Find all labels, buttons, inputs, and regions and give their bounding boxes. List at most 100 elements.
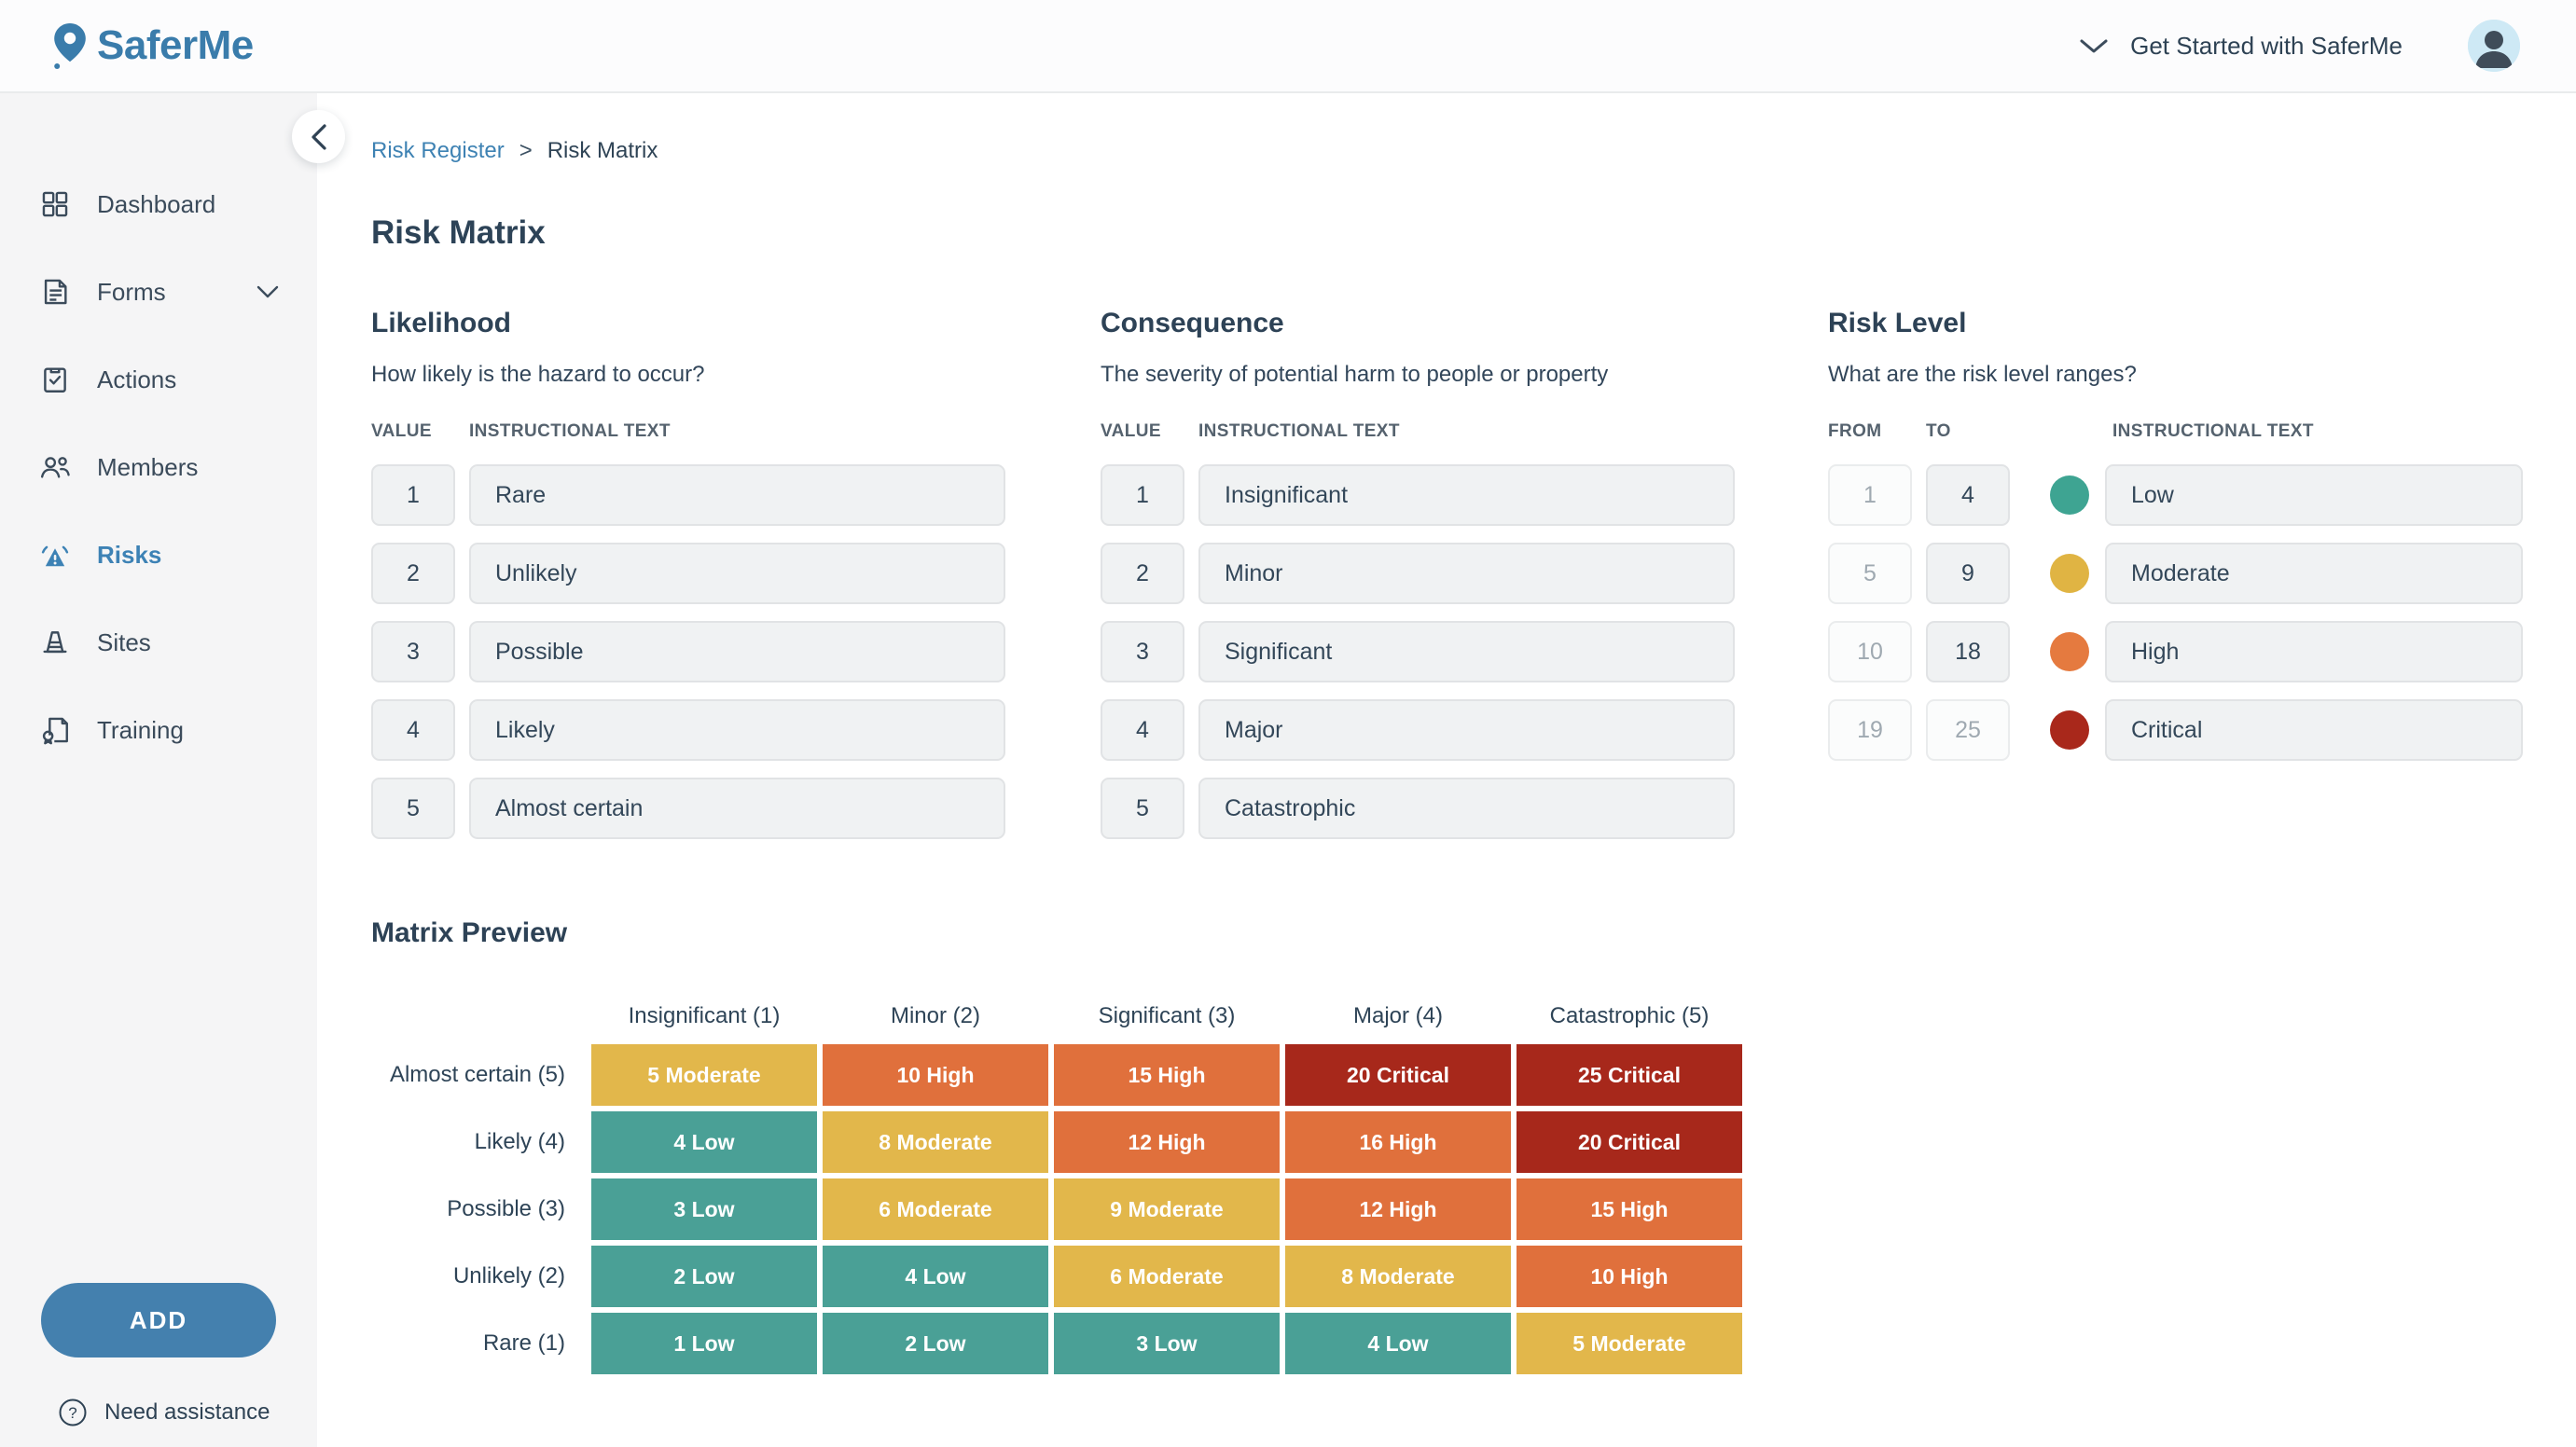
consequence-row: 4 Major <box>1101 699 1735 761</box>
instructional-text-column-header: INSTRUCTIONAL TEXT <box>1198 421 1400 441</box>
consequence-value-input[interactable]: 1 <box>1101 464 1184 526</box>
likelihood-value-input[interactable]: 4 <box>371 699 455 761</box>
question-circle-icon: ? <box>58 1398 88 1427</box>
sites-icon <box>37 625 73 660</box>
get-started-dropdown[interactable]: Get Started with SaferMe <box>2078 32 2403 61</box>
saferme-logo[interactable]: SaferMe <box>48 21 254 70</box>
sidebar-item-forms[interactable]: Forms <box>0 248 317 336</box>
matrix-preview-table: Insignificant (1) Minor (2) Significant … <box>371 994 1742 1374</box>
likelihood-text-input[interactable]: Likely <box>469 699 1005 761</box>
consequence-text-input[interactable]: Major <box>1198 699 1735 761</box>
sidebar-item-actions[interactable]: Actions <box>0 336 317 423</box>
dashboard-icon <box>37 186 73 222</box>
sidebar-item-training[interactable]: Training <box>0 686 317 774</box>
consequence-row: 5 Catastrophic <box>1101 778 1735 839</box>
map-pin-icon <box>48 21 91 70</box>
matrix-cell: 9 Moderate <box>1054 1178 1280 1240</box>
risk-level-text-input[interactable]: Moderate <box>2105 543 2523 604</box>
members-icon <box>37 449 73 485</box>
consequence-text-input[interactable]: Catastrophic <box>1198 778 1735 839</box>
likelihood-row: 3 Possible <box>371 621 1005 682</box>
matrix-row-label: Unlikely (2) <box>452 1263 565 1289</box>
matrix-cell: 15 High <box>1517 1178 1742 1240</box>
need-assistance-link[interactable]: ? Need assistance <box>58 1397 270 1428</box>
risk-level-color-dot <box>2050 475 2089 515</box>
risk-level-text-input[interactable]: Critical <box>2105 699 2523 761</box>
breadcrumb-current: Risk Matrix <box>547 138 658 163</box>
training-icon <box>37 712 73 748</box>
matrix-cell: 12 High <box>1054 1111 1280 1173</box>
sidebar-item-label: Training <box>97 715 184 744</box>
risk-from-input: 10 <box>1828 621 1912 682</box>
matrix-row-label: Almost certain (5) <box>389 1062 565 1087</box>
instructional-text-column-header: INSTRUCTIONAL TEXT <box>2112 421 2314 441</box>
risk-to-input: 25 <box>1926 699 2010 761</box>
likelihood-value-input[interactable]: 2 <box>371 543 455 604</box>
matrix-column-header: Significant (3) <box>1098 1003 1236 1028</box>
user-avatar[interactable] <box>2468 20 2520 72</box>
matrix-cell: 12 High <box>1285 1178 1511 1240</box>
risk-level-color-dot <box>2050 632 2089 671</box>
risk-level-text-input[interactable]: Low <box>2105 464 2523 526</box>
matrix-row-label: Likely (4) <box>474 1129 565 1154</box>
sidebar-item-sites[interactable]: Sites <box>0 599 317 686</box>
likelihood-row: 2 Unlikely <box>371 543 1005 604</box>
sidebar-collapse-button[interactable] <box>292 110 345 163</box>
likelihood-text-input[interactable]: Possible <box>469 621 1005 682</box>
sidebar-item-dashboard[interactable]: Dashboard <box>0 160 317 248</box>
likelihood-title: Likelihood <box>371 308 511 338</box>
matrix-preview-title: Matrix Preview <box>371 917 568 948</box>
consequence-value-input[interactable]: 3 <box>1101 621 1184 682</box>
consequence-text-input[interactable]: Minor <box>1198 543 1735 604</box>
get-started-label: Get Started with SaferMe <box>2130 31 2403 60</box>
matrix-cell: 2 Low <box>823 1313 1048 1374</box>
likelihood-row: 4 Likely <box>371 699 1005 761</box>
matrix-cell: 3 Low <box>591 1178 817 1240</box>
value-column-header: VALUE <box>371 421 432 441</box>
chevron-left-icon <box>309 123 329 151</box>
add-button[interactable]: ADD <box>41 1283 276 1357</box>
likelihood-subtitle: How likely is the hazard to occur? <box>371 362 705 387</box>
matrix-column-header: Catastrophic (5) <box>1549 1003 1710 1028</box>
consequence-text-input[interactable]: Insignificant <box>1198 464 1735 526</box>
likelihood-value-input[interactable]: 5 <box>371 778 455 839</box>
likelihood-section: Likelihood How likely is the hazard to o… <box>371 308 1005 856</box>
risk-level-color-dot <box>2050 710 2089 750</box>
matrix-column-header: Minor (2) <box>890 1003 980 1028</box>
consequence-row: 2 Minor <box>1101 543 1735 604</box>
matrix-cell: 5 Moderate <box>591 1044 817 1106</box>
likelihood-text-input[interactable]: Almost certain <box>469 778 1005 839</box>
risk-to-input[interactable]: 18 <box>1926 621 2010 682</box>
matrix-cell: 2 Low <box>591 1246 817 1307</box>
matrix-cell: 5 Moderate <box>1517 1313 1742 1374</box>
consequence-value-input[interactable]: 5 <box>1101 778 1184 839</box>
risk-to-input[interactable]: 9 <box>1926 543 2010 604</box>
likelihood-value-input[interactable]: 3 <box>371 621 455 682</box>
risk-to-input[interactable]: 4 <box>1926 464 2010 526</box>
likelihood-text-input[interactable]: Rare <box>469 464 1005 526</box>
consequence-value-input[interactable]: 2 <box>1101 543 1184 604</box>
breadcrumb-link-risk-register[interactable]: Risk Register <box>371 138 505 163</box>
likelihood-text-input[interactable]: Unlikely <box>469 543 1005 604</box>
risk-level-row: 19 25 Critical <box>1828 699 2523 761</box>
matrix-row-label: Possible (3) <box>447 1196 565 1221</box>
likelihood-value-input[interactable]: 1 <box>371 464 455 526</box>
sidebar-item-label: Members <box>97 452 199 481</box>
from-column-header: FROM <box>1828 421 1882 441</box>
sidebar-item-members[interactable]: Members <box>0 423 317 511</box>
matrix-cell: 6 Moderate <box>823 1178 1048 1240</box>
risk-level-section: Risk Level What are the risk level range… <box>1828 308 2523 778</box>
consequence-row: 3 Significant <box>1101 621 1735 682</box>
person-icon <box>2468 20 2520 72</box>
instructional-text-column-header: INSTRUCTIONAL TEXT <box>469 421 671 441</box>
sidebar-item-risks[interactable]: Risks <box>0 511 317 599</box>
topbar: SaferMe Get Started with SaferMe <box>0 0 2576 93</box>
brand-name: SaferMe <box>97 22 254 68</box>
consequence-value-input[interactable]: 4 <box>1101 699 1184 761</box>
risk-level-color-dot <box>2050 554 2089 593</box>
consequence-text-input[interactable]: Significant <box>1198 621 1735 682</box>
consequence-row: 1 Insignificant <box>1101 464 1735 526</box>
risk-level-text-input[interactable]: High <box>2105 621 2523 682</box>
value-column-header: VALUE <box>1101 421 1161 441</box>
actions-icon <box>37 362 73 397</box>
